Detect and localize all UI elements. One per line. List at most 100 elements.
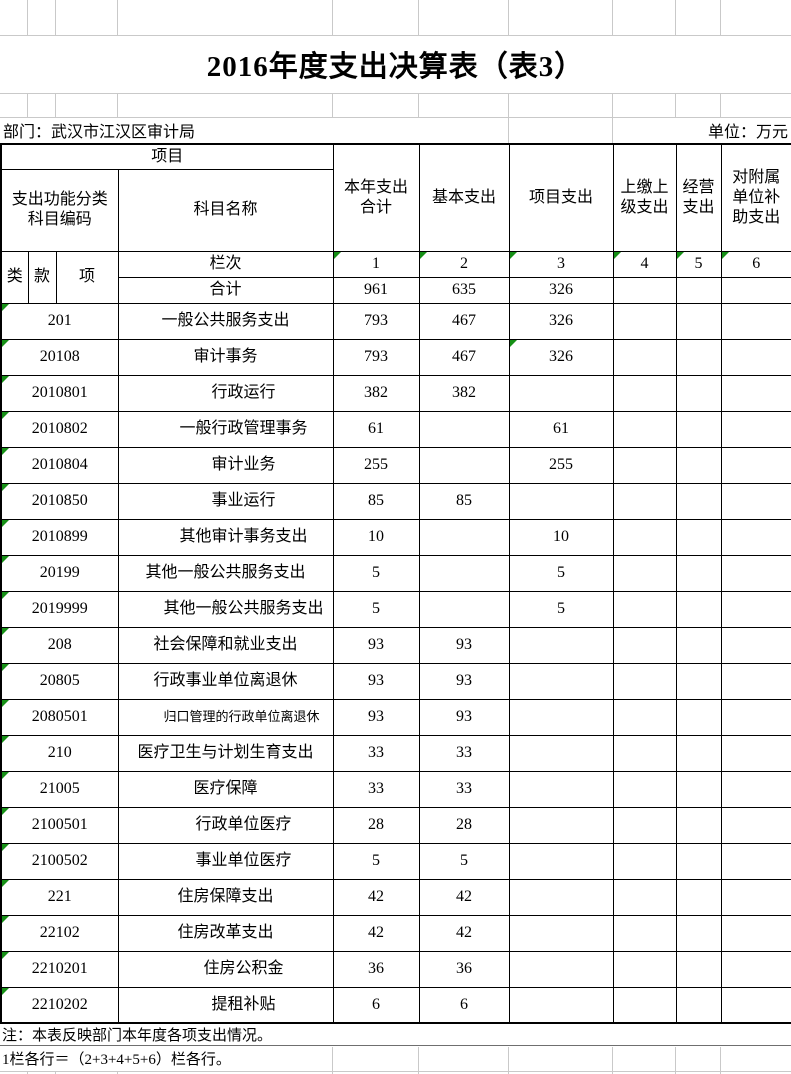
value-cell-col3[interactable] — [508, 986, 614, 1024]
subject-name-cell[interactable]: 提租补贴 — [117, 986, 334, 1024]
value-cell-col2[interactable]: 6 — [418, 986, 510, 1024]
value-cell-col3[interactable]: 255 — [508, 446, 614, 484]
subject-name-cell[interactable]: 事业单位医疗 — [117, 842, 334, 880]
value-cell-col5[interactable] — [675, 878, 722, 916]
value-cell-col5[interactable] — [675, 698, 722, 736]
total-value-cell[interactable] — [675, 276, 722, 304]
value-cell-col4[interactable] — [612, 842, 677, 880]
value-cell-col4[interactable] — [612, 410, 677, 448]
subject-code-cell[interactable]: 2100501 — [0, 806, 119, 844]
column-number-cell[interactable]: 6 — [720, 250, 791, 278]
subject-name-cell[interactable]: 住房保障支出 — [117, 878, 334, 916]
value-cell-col3[interactable]: 326 — [508, 338, 614, 376]
value-cell-col1[interactable]: 793 — [332, 338, 420, 376]
subject-code-cell[interactable]: 221 — [0, 878, 119, 916]
value-cell-col4[interactable] — [612, 734, 677, 772]
value-cell-col2[interactable] — [418, 410, 510, 448]
value-cell-col4[interactable] — [612, 626, 677, 664]
value-cell-col6[interactable] — [720, 374, 791, 412]
subject-name-cell[interactable]: 住房改革支出 — [117, 914, 334, 952]
value-cell-col2[interactable]: 36 — [418, 950, 510, 988]
table-note[interactable]: 注：本表反映部门本年度各项支出情况。 — [0, 1023, 791, 1046]
value-cell-col5[interactable] — [675, 986, 722, 1024]
subject-code-cell[interactable]: 22102 — [0, 914, 119, 952]
value-cell-col6[interactable] — [720, 986, 791, 1024]
subject-name-cell[interactable]: 其他一般公共服务支出 — [117, 590, 334, 628]
value-cell-col2[interactable]: 33 — [418, 770, 510, 808]
subject-code-cell[interactable]: 2010802 — [0, 410, 119, 448]
header-basic-cell[interactable]: 基本支出 — [418, 143, 510, 252]
value-cell-col5[interactable] — [675, 770, 722, 808]
value-cell-col1[interactable]: 28 — [332, 806, 420, 844]
value-cell-col1[interactable]: 10 — [332, 518, 420, 556]
value-cell-col6[interactable] — [720, 554, 791, 592]
subject-name-cell[interactable]: 行政单位医疗 — [117, 806, 334, 844]
value-cell-col4[interactable] — [612, 374, 677, 412]
value-cell-col5[interactable] — [675, 806, 722, 844]
value-cell-col3[interactable] — [508, 950, 614, 988]
value-cell-col6[interactable] — [720, 626, 791, 664]
value-cell-col4[interactable] — [612, 302, 677, 340]
subject-code-cell[interactable]: 21005 — [0, 770, 119, 808]
value-cell-col3[interactable] — [508, 806, 614, 844]
header-subject-cell[interactable]: 科目名称 — [117, 168, 334, 252]
value-cell-col2[interactable]: 467 — [418, 338, 510, 376]
value-cell-col1[interactable]: 42 — [332, 878, 420, 916]
column-number-cell[interactable]: 2 — [418, 250, 510, 278]
subject-code-cell[interactable]: 20108 — [0, 338, 119, 376]
subject-name-cell[interactable]: 审计事务 — [117, 338, 334, 376]
unit-label[interactable]: 单位：万元 — [707, 124, 788, 141]
header-section-cell[interactable]: 款 — [27, 250, 57, 304]
column-number-cell[interactable]: 5 — [675, 250, 722, 278]
subject-code-cell[interactable]: 20199 — [0, 554, 119, 592]
value-cell-col5[interactable] — [675, 410, 722, 448]
value-cell-col6[interactable] — [720, 410, 791, 448]
value-cell-col5[interactable] — [675, 590, 722, 628]
subject-name-cell[interactable]: 医疗卫生与计划生育支出 — [117, 734, 334, 772]
value-cell-col1[interactable]: 93 — [332, 662, 420, 700]
subject-code-cell[interactable]: 2010801 — [0, 374, 119, 412]
value-cell-col4[interactable] — [612, 878, 677, 916]
subject-name-cell[interactable]: 事业运行 — [117, 482, 334, 520]
value-cell-col5[interactable] — [675, 950, 722, 988]
value-cell-col3[interactable] — [508, 842, 614, 880]
value-cell-col3[interactable] — [508, 734, 614, 772]
value-cell-col5[interactable] — [675, 554, 722, 592]
subject-name-cell[interactable]: 其他一般公共服务支出 — [117, 554, 334, 592]
subject-code-cell[interactable]: 210 — [0, 734, 119, 772]
value-cell-col3[interactable] — [508, 878, 614, 916]
value-cell-col3[interactable]: 10 — [508, 518, 614, 556]
value-cell-col5[interactable] — [675, 338, 722, 376]
value-cell-col5[interactable] — [675, 626, 722, 664]
value-cell-col1[interactable]: 93 — [332, 698, 420, 736]
value-cell-col5[interactable] — [675, 446, 722, 484]
value-cell-col6[interactable] — [720, 734, 791, 772]
value-cell-col2[interactable]: 33 — [418, 734, 510, 772]
total-value-cell[interactable] — [612, 276, 677, 304]
value-cell-col2[interactable]: 93 — [418, 662, 510, 700]
value-cell-col3[interactable] — [508, 770, 614, 808]
value-cell-col1[interactable]: 36 — [332, 950, 420, 988]
value-cell-col1[interactable]: 5 — [332, 554, 420, 592]
value-cell-col6[interactable] — [720, 698, 791, 736]
header-subsidy-cell[interactable]: 对附属 单位补 助支出 — [720, 143, 791, 252]
subject-name-cell[interactable]: 一般行政管理事务 — [117, 410, 334, 448]
subject-name-cell[interactable]: 社会保障和就业支出 — [117, 626, 334, 664]
value-cell-col5[interactable] — [675, 374, 722, 412]
department-label[interactable]: 部门：武汉市江汉区审计局 — [3, 124, 196, 141]
value-cell-col6[interactable] — [720, 770, 791, 808]
value-cell-col4[interactable] — [612, 518, 677, 556]
value-cell-col4[interactable] — [612, 554, 677, 592]
value-cell-col2[interactable]: 28 — [418, 806, 510, 844]
subject-name-cell[interactable]: 其他审计事务支出 — [117, 518, 334, 556]
value-cell-col4[interactable] — [612, 698, 677, 736]
subject-code-cell[interactable]: 2080501 — [0, 698, 119, 736]
value-cell-col1[interactable]: 33 — [332, 770, 420, 808]
value-cell-col6[interactable] — [720, 662, 791, 700]
value-cell-col2[interactable]: 42 — [418, 914, 510, 952]
value-cell-col1[interactable]: 6 — [332, 986, 420, 1024]
subject-code-cell[interactable]: 2100502 — [0, 842, 119, 880]
value-cell-col4[interactable] — [612, 806, 677, 844]
formula-note[interactable]: 1栏各行＝（2+3+4+5+6）栏各行。 — [2, 1052, 231, 1068]
subject-name-cell[interactable]: 行政运行 — [117, 374, 334, 412]
